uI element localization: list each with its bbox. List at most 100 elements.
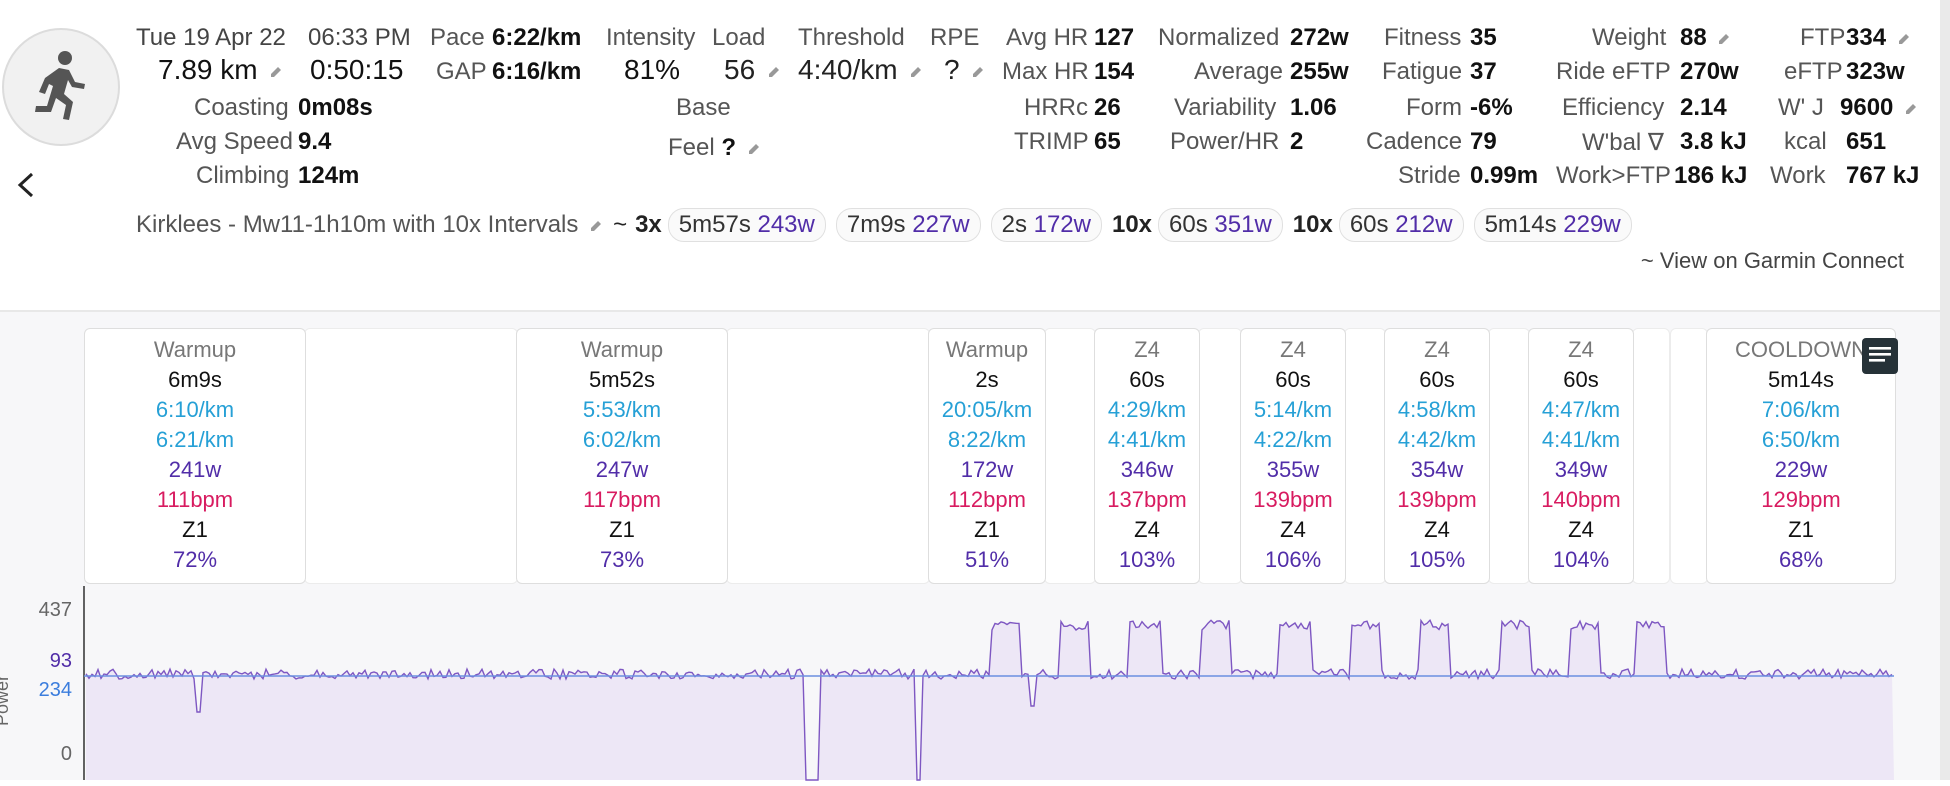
variability-value: 1.06 [1290,94,1337,121]
page-scrollbar[interactable] [1940,0,1950,780]
interval-hr: 111bpm [156,487,234,512]
wbal-label: W'bal ∇ [1582,129,1664,156]
interval-name: Z4 [1424,337,1450,362]
stride-label: Stride [1398,162,1461,189]
interval-card[interactable]: COOLDOWN 5m14s 7:06/km 6:50/km 229w 129bpm Z1 6… [1706,328,1896,584]
form-label: Form [1406,94,1462,121]
interval-power: 241w [168,457,222,482]
interval-group-chip[interactable]: 5m57s 243w [667,208,826,242]
chip-watts: 172w [1033,211,1091,238]
interval-card[interactable]: Z4 60s 4:47/km 4:41/km 349w 140bpm Z4 104% [1528,328,1634,584]
interval-hr: 137bpm [1107,487,1187,512]
pace-label: Pace [430,24,485,51]
interval-gap[interactable] [1044,328,1096,584]
interval-card[interactable]: Z4 60s 5:14/km 4:22/km 355w 139bpm Z4 106% [1240,328,1346,584]
workout-name[interactable]: Kirklees - Mw11-1h10m with 10x Intervals [136,211,603,239]
weight-value[interactable]: 88 [1680,24,1731,52]
edit-pencil-icon[interactable] [589,219,603,233]
interval-hr: 140bpm [1541,487,1621,512]
interval-name: Z4 [1134,337,1160,362]
edit-pencil-icon[interactable] [909,65,923,79]
average-label: Average [1194,58,1283,85]
interval-group-chip[interactable]: 7m9s 227w [835,208,981,242]
cadence-label: Cadence [1366,128,1463,155]
normalized-label: Normalized [1158,24,1280,51]
interval-card[interactable]: Z4 60s 4:29/km 4:41/km 346w 137bpm Z4 103% [1094,328,1200,584]
coasting-value: 0m08s [298,94,373,121]
eftp-value: 323w [1846,58,1905,85]
interval-gap[interactable] [1670,328,1708,584]
section-divider [0,310,1940,312]
activity-time: 06:33 PM [308,24,411,51]
interval-gap[interactable] [1344,328,1386,584]
interval-card[interactable]: Warmup 6m9s 6:10/km 6:21/km 241w 111bpm Z1 72% [84,328,306,584]
interval-gap: 6:50/km [1761,427,1841,452]
edit-pencil-icon[interactable] [767,65,781,79]
hrrc-value: 26 [1094,94,1121,121]
interval-card[interactable]: Warmup 2s 20:05/km 8:22/km 172w 112bpm Z1 51% [928,328,1046,584]
edit-pencil-icon[interactable] [1717,32,1731,46]
edit-pencil-icon[interactable] [1904,102,1918,116]
interval-gap[interactable] [304,328,518,584]
y-axis-label: Power [0,675,12,726]
interval-name: Z4 [1568,337,1594,362]
gap-value: 6:16/km [492,58,582,85]
interval-gap[interactable] [1198,328,1242,584]
work-label: Work [1770,162,1826,189]
interval-card[interactable]: Z4 60s 4:58/km 4:42/km 354w 139bpm Z4 105% [1384,328,1490,584]
interval-pct: 73% [599,547,645,572]
interval-name: Z4 [1280,337,1306,362]
interval-pace: 7:06/km [1761,397,1841,422]
activity-duration: 0:50:15 [310,54,404,85]
distance-value: 7.89 km [158,54,258,85]
trimp-label: TRIMP [1014,128,1089,155]
power-chart[interactable]: 437 93 234 0 Power [0,586,1940,786]
interval-duration: 60s [1275,367,1311,392]
group-repeat: 10x [1292,211,1333,238]
stride-value: 0.99m [1470,162,1539,189]
kcal-label: kcal [1784,128,1827,155]
chip-duration: 60s [1349,211,1396,238]
back-chevron-icon[interactable] [14,170,38,205]
interval-name: Warmup [153,337,237,362]
interval-groups: 3x 5m57s 243w 7m9s 227w 2s 172w 10x 60s 351w 1… [635,208,1642,242]
interval-card[interactable]: Warmup 5m52s 5:53/km 6:02/km 247w 117bpm Z1 73% [516,328,728,584]
interval-duration: 5m52s [588,367,656,392]
feel-control[interactable]: Feel ? [668,134,761,162]
interval-gap: 4:41/km [1107,427,1187,452]
activity-distance[interactable]: 7.89 km [158,54,283,86]
comment-icon[interactable] [1862,338,1898,374]
ftp-value[interactable]: 334 [1846,24,1911,52]
interval-pct: 68% [1778,547,1824,572]
interval-duration: 60s [1563,367,1599,392]
weight-number: 88 [1680,24,1707,51]
interval-pace: 6:10/km [155,397,235,422]
interval-group-chip[interactable]: 60s 212w [1338,208,1464,242]
interval-hr: 117bpm [583,487,661,512]
coasting-label: Coasting [194,94,289,121]
threshold-value[interactable]: 4:40/km [798,54,923,86]
variability-label: Variability [1174,94,1277,121]
efficiency-label: Efficiency [1562,94,1665,121]
wj-value[interactable]: 9600 [1840,94,1918,122]
garmin-connect-link[interactable]: ~ View on Garmin Connect [1640,248,1904,273]
intensity-label: Intensity [606,24,696,51]
chip-watts: 227w [912,211,970,238]
power-hr-label: Power/HR [1170,128,1280,155]
load-value[interactable]: 56 [724,54,781,86]
edit-pencil-icon[interactable] [1897,32,1911,46]
rpe-value[interactable]: ? [944,54,985,86]
avg-speed-label: Avg Speed [176,128,293,155]
interval-group-chip[interactable]: 2s 172w [990,208,1102,242]
interval-gap[interactable] [1632,328,1670,584]
edit-pencil-icon[interactable] [269,65,283,79]
edit-pencil-icon[interactable] [971,65,985,79]
interval-group-chip[interactable]: 60s 351w [1158,208,1283,242]
chip-duration: 5m14s [1484,211,1564,238]
edit-pencil-icon[interactable] [747,142,761,156]
interval-group-chip[interactable]: 5m14s 229w [1473,208,1632,242]
interval-hr: 139bpm [1253,487,1333,512]
interval-gap[interactable] [726,328,930,584]
interval-gap[interactable] [1488,328,1530,584]
interval-gap: 6:21/km [155,427,235,452]
